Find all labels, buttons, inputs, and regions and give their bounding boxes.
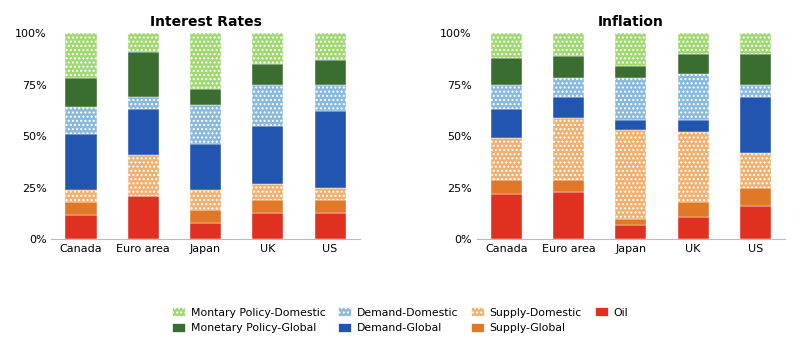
Bar — [252, 184, 283, 200]
Bar — [314, 188, 346, 200]
Bar — [314, 111, 346, 188]
Bar — [252, 33, 283, 64]
Bar — [314, 200, 346, 213]
Bar — [314, 33, 346, 60]
Bar — [491, 33, 522, 58]
Bar — [66, 33, 97, 78]
Bar — [66, 134, 97, 190]
Bar — [128, 155, 159, 196]
Bar — [678, 54, 709, 74]
Legend: Montary Policy-Domestic, Monetary Policy-Global, Demand-Domestic, Demand-Global,: Montary Policy-Domestic, Monetary Policy… — [169, 304, 631, 337]
Bar — [491, 109, 522, 138]
Bar — [553, 56, 584, 78]
Bar — [491, 194, 522, 239]
Title: Inflation: Inflation — [598, 15, 664, 29]
Bar — [314, 84, 346, 111]
Bar — [615, 33, 646, 66]
Bar — [740, 97, 771, 153]
Bar — [553, 180, 584, 192]
Bar — [252, 84, 283, 126]
Bar — [615, 78, 646, 120]
Bar — [678, 120, 709, 132]
Bar — [615, 219, 646, 225]
Bar — [66, 107, 97, 134]
Bar — [128, 97, 159, 109]
Bar — [190, 223, 221, 239]
Bar — [190, 89, 221, 105]
Bar — [615, 225, 646, 239]
Bar — [491, 58, 522, 84]
Bar — [553, 118, 584, 180]
Bar — [314, 213, 346, 239]
Bar — [66, 190, 97, 202]
Bar — [740, 84, 771, 97]
Bar — [190, 144, 221, 190]
Bar — [66, 215, 97, 239]
Bar — [678, 202, 709, 217]
Bar — [491, 180, 522, 194]
Bar — [128, 196, 159, 239]
Bar — [740, 54, 771, 84]
Bar — [128, 33, 159, 52]
Bar — [491, 84, 522, 109]
Bar — [252, 126, 283, 184]
Bar — [190, 33, 221, 89]
Bar — [128, 52, 159, 97]
Bar — [190, 210, 221, 223]
Bar — [740, 188, 771, 206]
Bar — [678, 33, 709, 54]
Bar — [678, 132, 709, 202]
Bar — [553, 192, 584, 239]
Bar — [553, 33, 584, 56]
Bar — [252, 200, 283, 213]
Bar — [66, 78, 97, 107]
Bar — [553, 97, 584, 118]
Bar — [252, 64, 283, 84]
Bar — [190, 105, 221, 144]
Bar — [66, 202, 97, 215]
Bar — [314, 60, 346, 84]
Bar — [491, 138, 522, 180]
Bar — [678, 217, 709, 239]
Bar — [740, 153, 771, 188]
Bar — [740, 33, 771, 54]
Bar — [678, 74, 709, 120]
Bar — [615, 130, 646, 219]
Bar — [553, 78, 584, 97]
Bar — [190, 190, 221, 210]
Bar — [615, 66, 646, 78]
Bar — [128, 109, 159, 155]
Bar — [740, 206, 771, 239]
Bar — [615, 120, 646, 130]
Bar — [252, 213, 283, 239]
Title: Interest Rates: Interest Rates — [150, 15, 262, 29]
